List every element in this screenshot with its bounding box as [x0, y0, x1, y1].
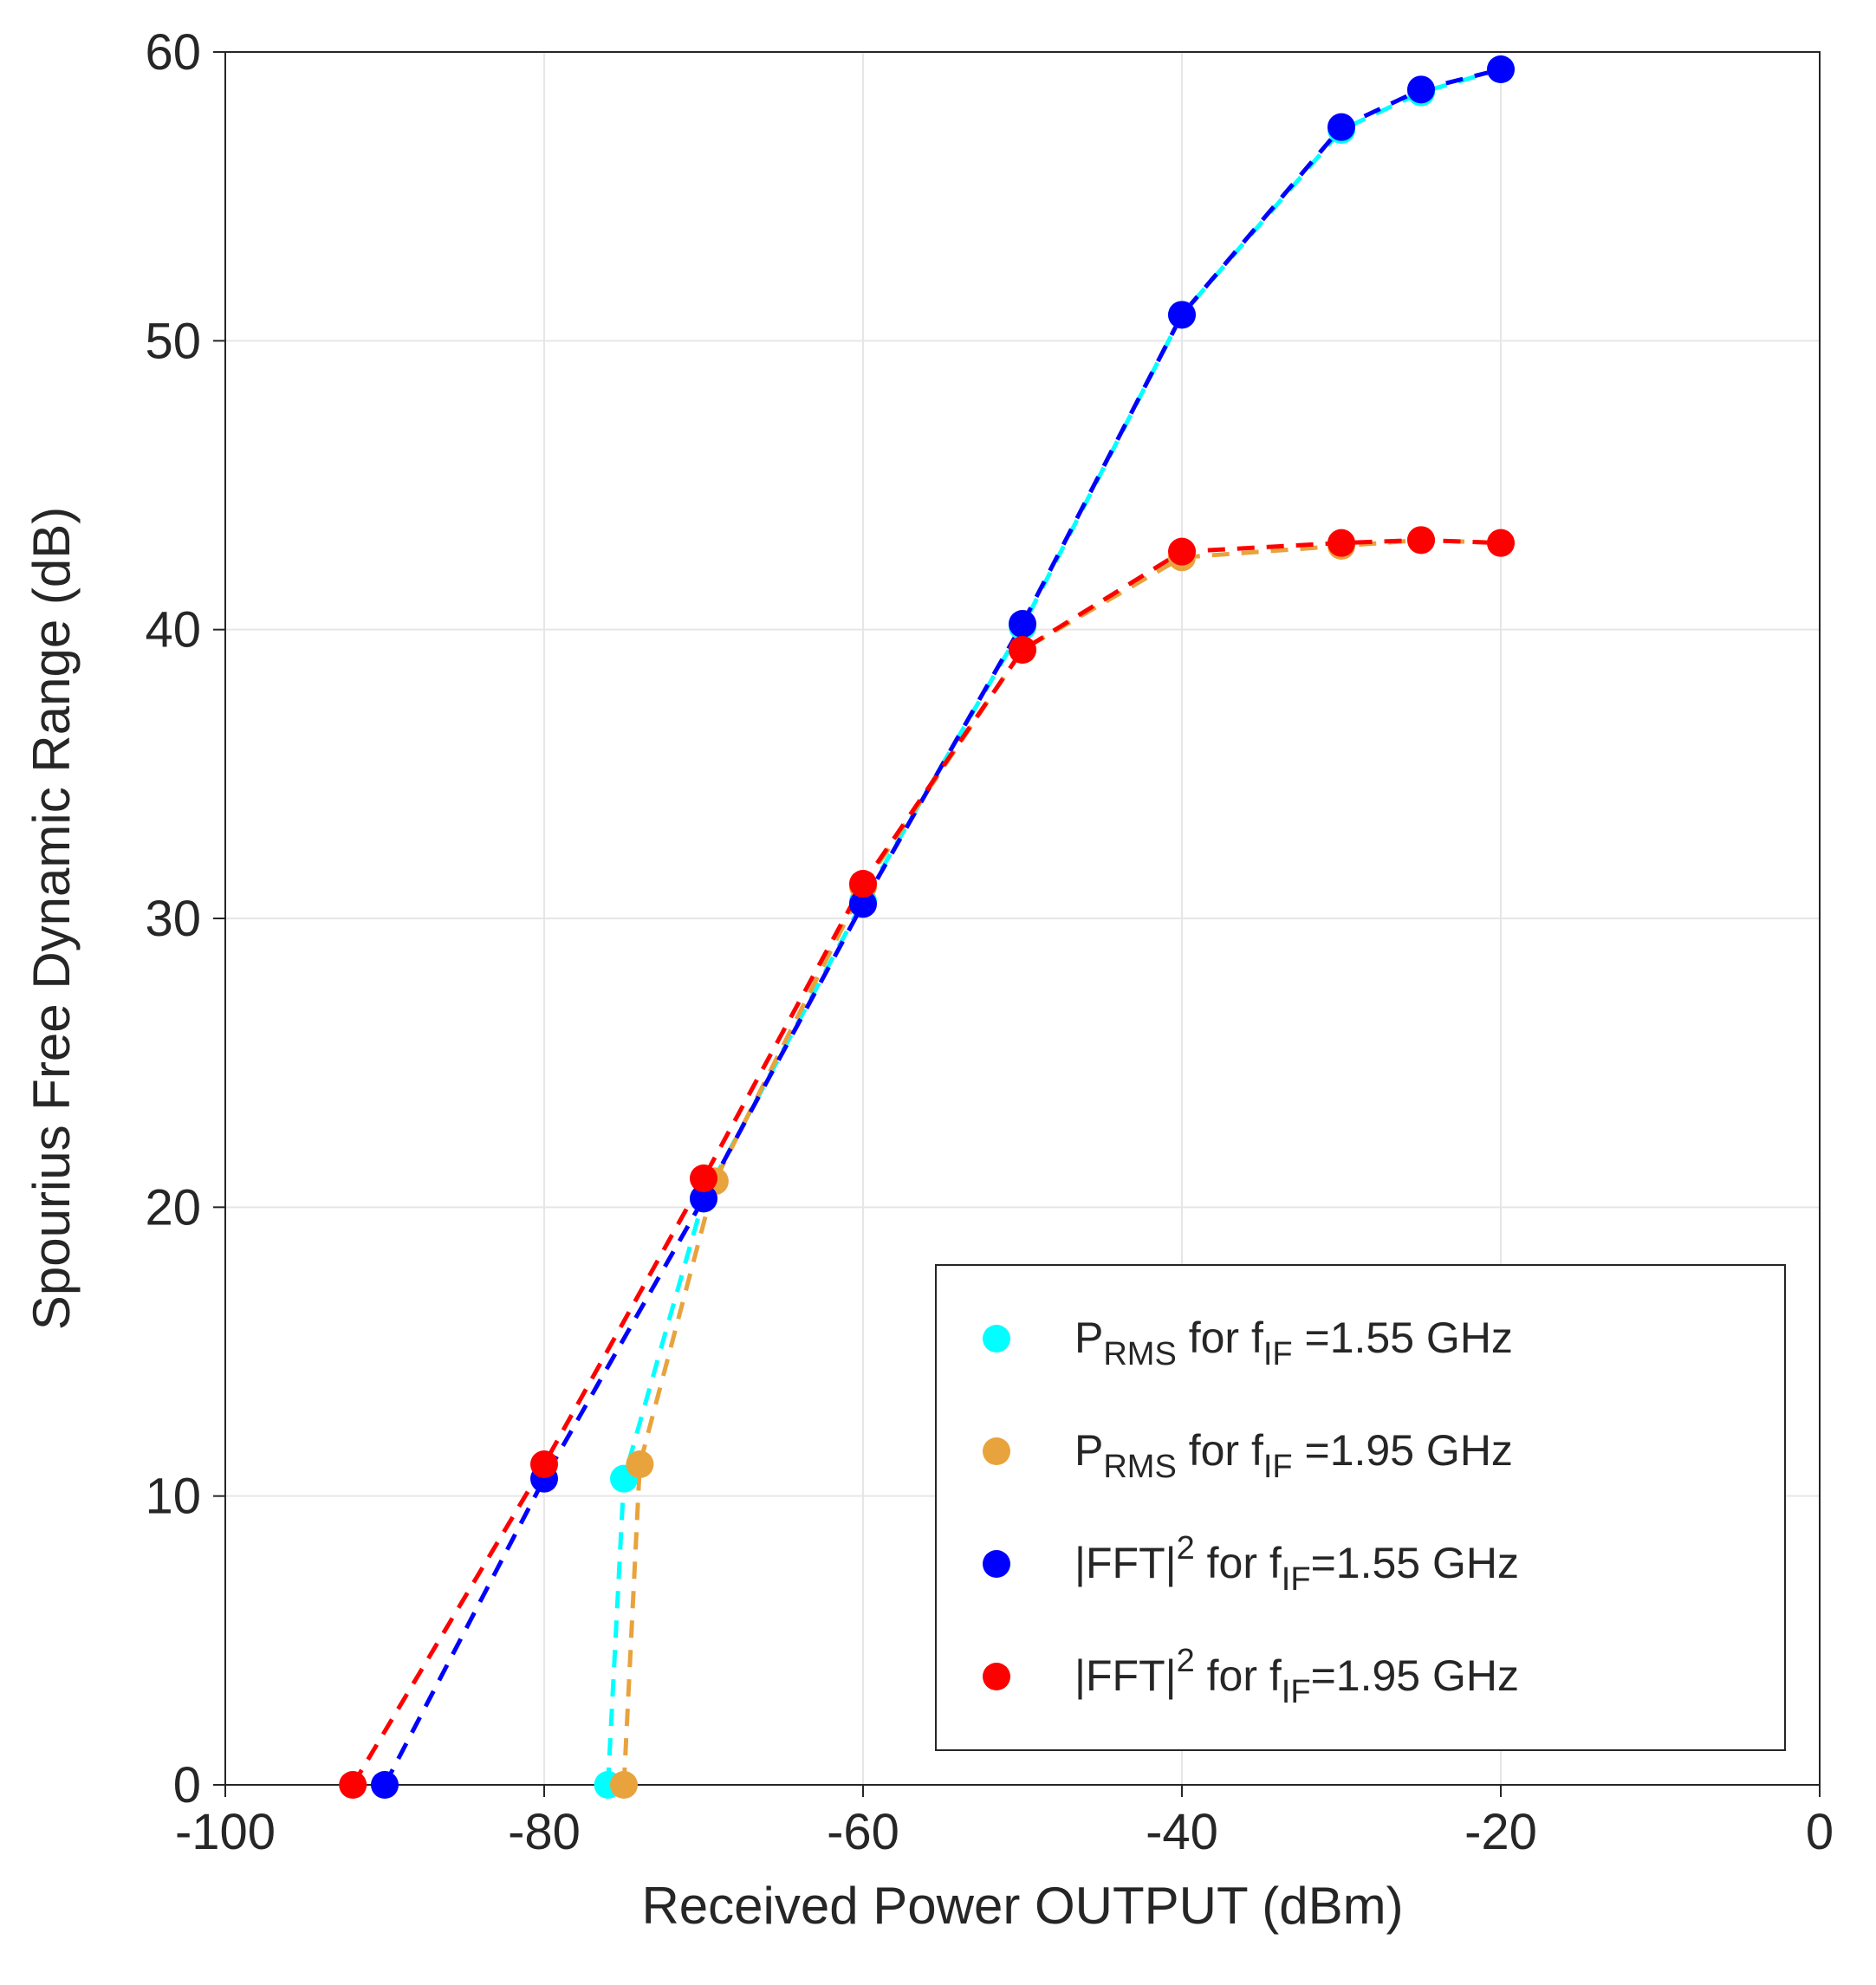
- series-marker-fft_195: [1327, 529, 1355, 557]
- series-marker-fft_155: [371, 1771, 399, 1799]
- x-tick-label: 0: [1806, 1804, 1834, 1860]
- series-marker-fft_195: [849, 870, 877, 898]
- y-tick-label: 20: [145, 1179, 201, 1236]
- series-marker-fft_195: [1009, 636, 1036, 664]
- series-marker-fft_195: [1487, 529, 1515, 557]
- series-marker-fft_155: [1407, 75, 1435, 103]
- legend-marker-fft_155: [983, 1550, 1010, 1578]
- series-marker-fft_155: [1168, 301, 1196, 328]
- chart-svg: -100-80-60-40-2000102030405060Received P…: [0, 0, 1876, 1985]
- series-marker-prms_195: [626, 1450, 653, 1478]
- x-axis-label: Received Power OUTPUT (dBm): [641, 1877, 1403, 1935]
- y-tick-label: 10: [145, 1469, 201, 1525]
- y-tick-label: 60: [145, 24, 201, 81]
- y-tick-label: 40: [145, 602, 201, 658]
- y-axis-label: Spourius Free Dynamic Range (dB): [23, 507, 81, 1330]
- legend-marker-prms_195: [983, 1437, 1010, 1465]
- y-tick-label: 0: [173, 1757, 201, 1813]
- y-tick-label: 30: [145, 891, 201, 947]
- series-marker-fft_155: [1009, 610, 1036, 638]
- series-marker-fft_195: [1407, 526, 1435, 554]
- series-marker-fft_155: [1327, 114, 1355, 141]
- x-tick-label: -80: [508, 1804, 581, 1860]
- series-marker-fft_195: [339, 1771, 367, 1799]
- series-marker-fft_195: [1168, 538, 1196, 566]
- x-tick-label: -60: [827, 1804, 899, 1860]
- x-tick-label: -20: [1464, 1804, 1537, 1860]
- series-marker-fft_155: [1487, 55, 1515, 83]
- series-marker-fft_195: [530, 1450, 558, 1478]
- series-marker-fft_195: [690, 1164, 717, 1192]
- chart-container: -100-80-60-40-2000102030405060Received P…: [0, 0, 1876, 1985]
- x-tick-label: -40: [1146, 1804, 1218, 1860]
- legend-marker-fft_195: [983, 1663, 1010, 1690]
- legend-marker-prms_155: [983, 1325, 1010, 1353]
- series-marker-prms_195: [610, 1771, 638, 1799]
- y-tick-label: 50: [145, 313, 201, 369]
